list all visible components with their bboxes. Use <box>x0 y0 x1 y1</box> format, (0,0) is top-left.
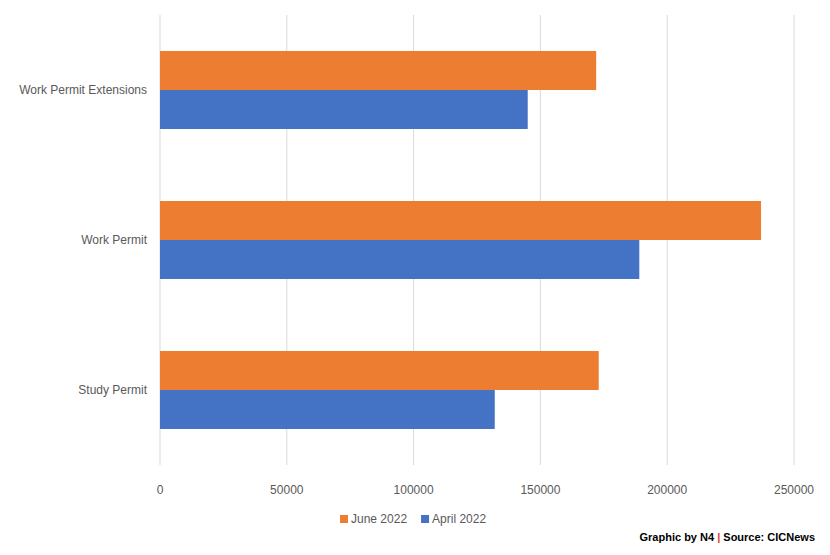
x-tick-label: 200000 <box>647 483 687 497</box>
grid-line <box>794 15 795 465</box>
category-label: Study Permit <box>78 383 147 397</box>
bars <box>160 51 761 429</box>
legend-label: June 2022 <box>351 512 407 526</box>
credit-part: Graphic by N4 <box>640 531 715 543</box>
bar <box>160 240 639 279</box>
category-label: Work Permit <box>81 233 147 247</box>
chart: 0 50000 100000 150000 200000 250000 Work Permi… <box>0 0 830 555</box>
bar <box>160 90 528 129</box>
x-tick-label: 150000 <box>520 483 560 497</box>
x-tick-labels: 0 50000 100000 150000 200000 250000 <box>157 483 815 497</box>
bar <box>160 390 495 429</box>
legend-label: April 2022 <box>432 512 486 526</box>
legend-swatch <box>340 515 348 523</box>
y-tick-labels: Work Permit Extensions Work Permit Study P… <box>19 83 147 397</box>
bar <box>160 351 599 390</box>
credit-part: Source: CICNews <box>720 531 815 543</box>
category-label: Work Permit Extensions <box>19 83 147 97</box>
credit: Graphic by N4 | Source: CICNews <box>640 531 815 543</box>
legend: June 2022 April 2022 <box>340 512 486 526</box>
x-tick-label: 50000 <box>270 483 304 497</box>
bar <box>160 51 596 90</box>
legend-swatch <box>421 515 429 523</box>
x-tick-label: 100000 <box>394 483 434 497</box>
bar <box>160 201 761 240</box>
x-tick-label: 250000 <box>774 483 814 497</box>
x-tick-label: 0 <box>157 483 164 497</box>
